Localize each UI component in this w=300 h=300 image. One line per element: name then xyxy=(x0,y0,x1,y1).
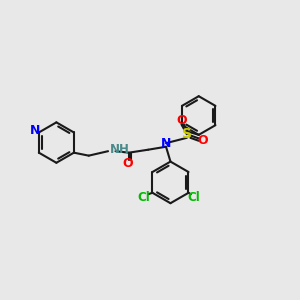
Text: S: S xyxy=(182,127,192,141)
Text: Cl: Cl xyxy=(137,191,150,204)
Text: NH: NH xyxy=(110,143,129,156)
Text: O: O xyxy=(176,114,187,128)
Text: N: N xyxy=(161,137,171,150)
Text: O: O xyxy=(198,134,208,147)
Text: N: N xyxy=(30,124,40,137)
Text: O: O xyxy=(122,157,133,169)
Text: Cl: Cl xyxy=(188,191,200,204)
